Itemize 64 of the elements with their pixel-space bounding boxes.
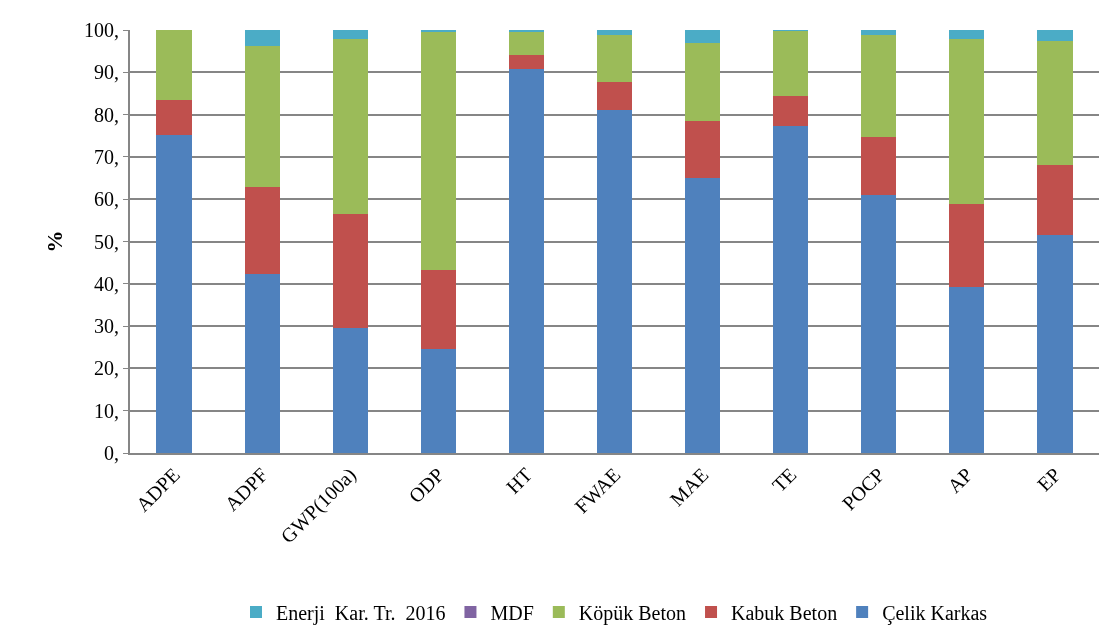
legend-label: Çelik Karkas: [882, 601, 988, 625]
bar: [1037, 234, 1073, 453]
y-axis-title: %: [42, 230, 68, 253]
bar: [508, 68, 545, 453]
bar: [861, 137, 897, 195]
bar: [508, 30, 545, 33]
bar: [156, 134, 192, 453]
y-tick-label: 60,: [94, 188, 119, 211]
bar: [861, 30, 897, 36]
bar: [684, 121, 721, 179]
bar: [773, 95, 809, 126]
bar: [596, 109, 633, 453]
legend-label: Kabuk Beton: [731, 601, 838, 624]
bar: [508, 55, 545, 69]
bar: [420, 348, 456, 453]
y-tick-label: 40,: [94, 272, 119, 295]
bar: [420, 30, 456, 33]
bar: [596, 35, 633, 82]
bar: [596, 30, 633, 36]
bar: [156, 100, 192, 135]
bar: [332, 39, 368, 214]
bar: [861, 35, 897, 138]
bar: [949, 39, 985, 205]
bar: [156, 30, 192, 101]
bar: [949, 30, 985, 40]
y-tick-label: 100,: [84, 19, 119, 41]
legend-label: Enerji Kar. Tr. 2016: [276, 601, 446, 625]
bar: [773, 30, 809, 96]
bar: [773, 125, 809, 453]
bar: [244, 30, 280, 46]
x-tick-label: TE: [767, 463, 801, 497]
bar: [861, 194, 897, 453]
bar: [244, 274, 280, 453]
bar: [244, 186, 280, 275]
bar: [684, 42, 721, 122]
x-tick-label: EP: [1032, 463, 1065, 496]
bar: [332, 30, 368, 40]
x-tick-label: HT: [501, 463, 537, 498]
y-tick-label: 0,: [104, 442, 119, 464]
y-tick-label: 30,: [94, 315, 119, 338]
bar: [684, 30, 721, 43]
bar: [949, 204, 985, 288]
bar: [684, 178, 721, 453]
bar: [420, 270, 456, 349]
bar: [332, 213, 368, 329]
y-tick-label: 10,: [94, 399, 119, 422]
bar: [332, 328, 368, 453]
y-tick-label: 80,: [94, 103, 119, 126]
bar: [596, 81, 633, 110]
bar: [420, 32, 456, 271]
bar: [1037, 30, 1073, 42]
bar: [1037, 41, 1073, 165]
y-tick-label: 70,: [94, 145, 119, 168]
x-tick-label: ODP: [404, 463, 449, 508]
bar: [508, 32, 545, 56]
legend-label: Köpük Beton: [578, 601, 687, 625]
y-tick-label: 50,: [94, 230, 119, 253]
x-tick-label: AP: [943, 463, 977, 497]
y-tick-label: 20,: [94, 357, 119, 380]
bar: [949, 287, 985, 453]
y-tick-label: 90,: [94, 61, 119, 84]
legend-label: MDF: [490, 601, 534, 624]
bar: [244, 45, 280, 187]
bar: [1037, 164, 1073, 235]
